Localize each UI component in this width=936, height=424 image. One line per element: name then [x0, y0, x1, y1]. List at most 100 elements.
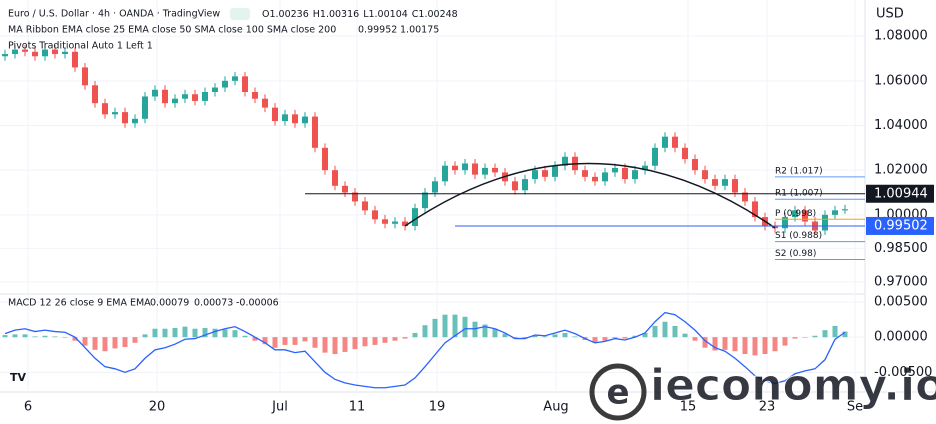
candle-body	[282, 114, 288, 122]
macd-histogram-bar	[352, 337, 358, 350]
candle-body	[512, 181, 518, 191]
macd-histogram-bar	[642, 332, 648, 338]
macd-histogram-bar	[522, 337, 528, 339]
x-tick-label: 15	[680, 400, 697, 415]
macd-histogram-bar	[392, 337, 398, 341]
y-tick-label: -0.00500	[874, 365, 932, 380]
macd-histogram-bar	[92, 337, 98, 350]
candle-body	[162, 89, 168, 104]
macd-histogram-bar	[422, 325, 428, 338]
pivot-label: S1 (0.988)	[775, 231, 822, 241]
macd-histogram-bar	[772, 337, 778, 352]
candle-body	[272, 107, 278, 122]
macd-histogram-bar	[82, 337, 88, 346]
candle-body	[482, 167, 488, 175]
macd-histogram-bar	[432, 318, 438, 338]
candle-body	[562, 156, 568, 166]
indicator-value: 0.99952	[358, 25, 397, 36]
pivot-title: Pivots Traditional Auto 1 Left 1	[8, 41, 153, 52]
x-tick-label: Aug	[543, 400, 568, 415]
candle-body	[302, 116, 308, 124]
candle-body	[652, 147, 658, 166]
candle-body	[612, 167, 618, 173]
candle-body	[422, 192, 428, 209]
macd-histogram-bar	[142, 334, 148, 338]
candle-body	[822, 214, 828, 231]
tv-logo: TV	[10, 371, 27, 384]
macd-histogram-bar	[132, 337, 138, 343]
pivot-label: R1 (1.007)	[775, 189, 823, 199]
macd-histogram-bar	[782, 337, 788, 346]
candle-body	[112, 112, 118, 115]
macd-histogram-bar	[212, 328, 218, 338]
ohlc-value: C1.00248	[412, 9, 458, 20]
y-tick-label: 0.00000	[874, 330, 928, 345]
macd-histogram-bar	[542, 336, 548, 338]
macd-histogram-bar	[832, 325, 838, 338]
macd-histogram-bar	[552, 334, 558, 338]
ohlc-value: H1.00316	[313, 9, 359, 20]
candle-body	[682, 147, 688, 159]
candle-body	[182, 94, 188, 99]
macd-histogram-bar	[492, 328, 498, 338]
macd-title: MACD 12 26 close 9 EMA EMA	[8, 298, 151, 309]
candle-body	[402, 221, 408, 226]
macd-histogram-bar	[532, 335, 538, 338]
candle-body	[692, 159, 698, 171]
macd-histogram-bar	[382, 337, 388, 343]
ohlc-value: L1.00104	[363, 9, 408, 20]
candle-body	[452, 165, 458, 171]
candle-body	[832, 210, 838, 215]
candle-body	[152, 89, 158, 97]
candle-body	[602, 172, 608, 182]
macd-histogram-bar	[252, 337, 258, 341]
x-tick-label: Jul	[271, 400, 288, 415]
candle-body	[222, 80, 228, 88]
macd-histogram-bar	[572, 336, 578, 338]
x-tick-label: 19	[429, 400, 446, 415]
candle-body	[842, 209, 848, 211]
macd-histogram-bar	[682, 333, 688, 338]
macd-histogram-bar	[342, 337, 348, 352]
macd-histogram-bar	[802, 337, 808, 338]
chart-title: Euro / U.S. Dollar · 4h · OANDA · Tradin…	[8, 9, 220, 20]
macd-histogram-bar	[322, 337, 328, 353]
candle-body	[432, 181, 438, 193]
candle-body	[132, 118, 138, 124]
x-tick-label: 6	[24, 400, 32, 415]
macd-histogram-bar	[402, 337, 408, 339]
macd-value: -0.00006	[236, 298, 279, 309]
candle-body	[472, 163, 478, 175]
y-tick-label: 1.06000	[874, 73, 928, 88]
candle-body	[352, 192, 358, 202]
watermark-logo-letter: e	[606, 373, 629, 413]
candle-body	[412, 208, 418, 226]
x-tick-label: 23	[759, 400, 776, 415]
macd-histogram-bar	[262, 337, 268, 345]
macd-histogram-bar	[202, 328, 208, 338]
macd-histogram-bar	[72, 337, 78, 341]
candle-body	[782, 217, 788, 229]
rounding-arc	[404, 162, 776, 229]
candle-body	[212, 87, 218, 92]
candle-body	[462, 163, 468, 171]
header-button[interactable]	[230, 8, 250, 20]
macd-histogram-bar	[22, 334, 28, 338]
macd-histogram-bar	[362, 337, 368, 347]
candle-body	[362, 201, 368, 211]
macd-histogram-bar	[652, 325, 658, 338]
pivot-label: R2 (1.017)	[775, 166, 823, 176]
macd-histogram-bar	[302, 337, 308, 342]
macd-histogram-bar	[592, 337, 598, 343]
macd-histogram-bar	[2, 335, 8, 338]
candle-body	[552, 165, 558, 177]
macd-value: 0.00079	[150, 298, 189, 309]
candle-body	[342, 185, 348, 193]
candle-body	[192, 94, 198, 101]
candle-body	[252, 92, 258, 99]
candle-body	[142, 96, 148, 119]
macd-histogram-bar	[722, 337, 728, 350]
